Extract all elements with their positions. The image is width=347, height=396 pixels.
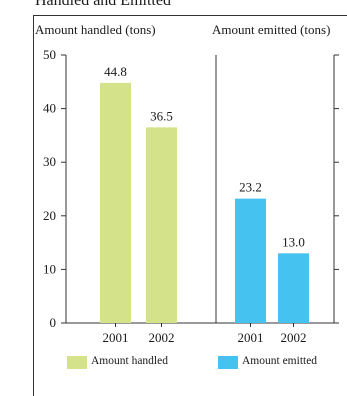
y-axis-label: Amount handled (tons) [35, 22, 156, 37]
y-tick-label: 10 [43, 261, 56, 276]
chart-svg: 0 10 20 30 40 50 Amount handled (tons) 44.8 2001… [35, 22, 339, 345]
x-tick-label: 2001 [103, 330, 129, 345]
y-tick-label: 40 [43, 101, 56, 116]
bar [100, 82, 131, 323]
y-tick-label: 30 [43, 154, 56, 169]
bar [278, 253, 309, 323]
data-label: 13.0 [282, 234, 305, 249]
data-label: 23.2 [239, 180, 262, 195]
y-tick-label: 50 [43, 47, 56, 62]
chart-frame [33, 15, 347, 396]
y-axis-label: Amount emitted (tons) [212, 22, 330, 37]
x-tick-label: 2002 [149, 330, 175, 345]
y-tick-label: 0 [50, 315, 57, 330]
chart-title: Handled and Emitted [35, 0, 171, 9]
bar [146, 127, 177, 323]
legend-label-emitted: Amount emitted [242, 355, 318, 367]
legend-label-handled: Amount handled [91, 355, 168, 367]
legend-swatch-handled [67, 356, 87, 369]
data-label: 44.8 [104, 64, 127, 79]
x-tick-label: 2002 [281, 330, 307, 345]
data-label: 36.5 [150, 108, 173, 123]
bar [235, 198, 266, 323]
legend-swatch-emitted [218, 356, 238, 369]
x-tick-label: 2001 [238, 330, 264, 345]
y-tick-label: 20 [43, 208, 56, 223]
